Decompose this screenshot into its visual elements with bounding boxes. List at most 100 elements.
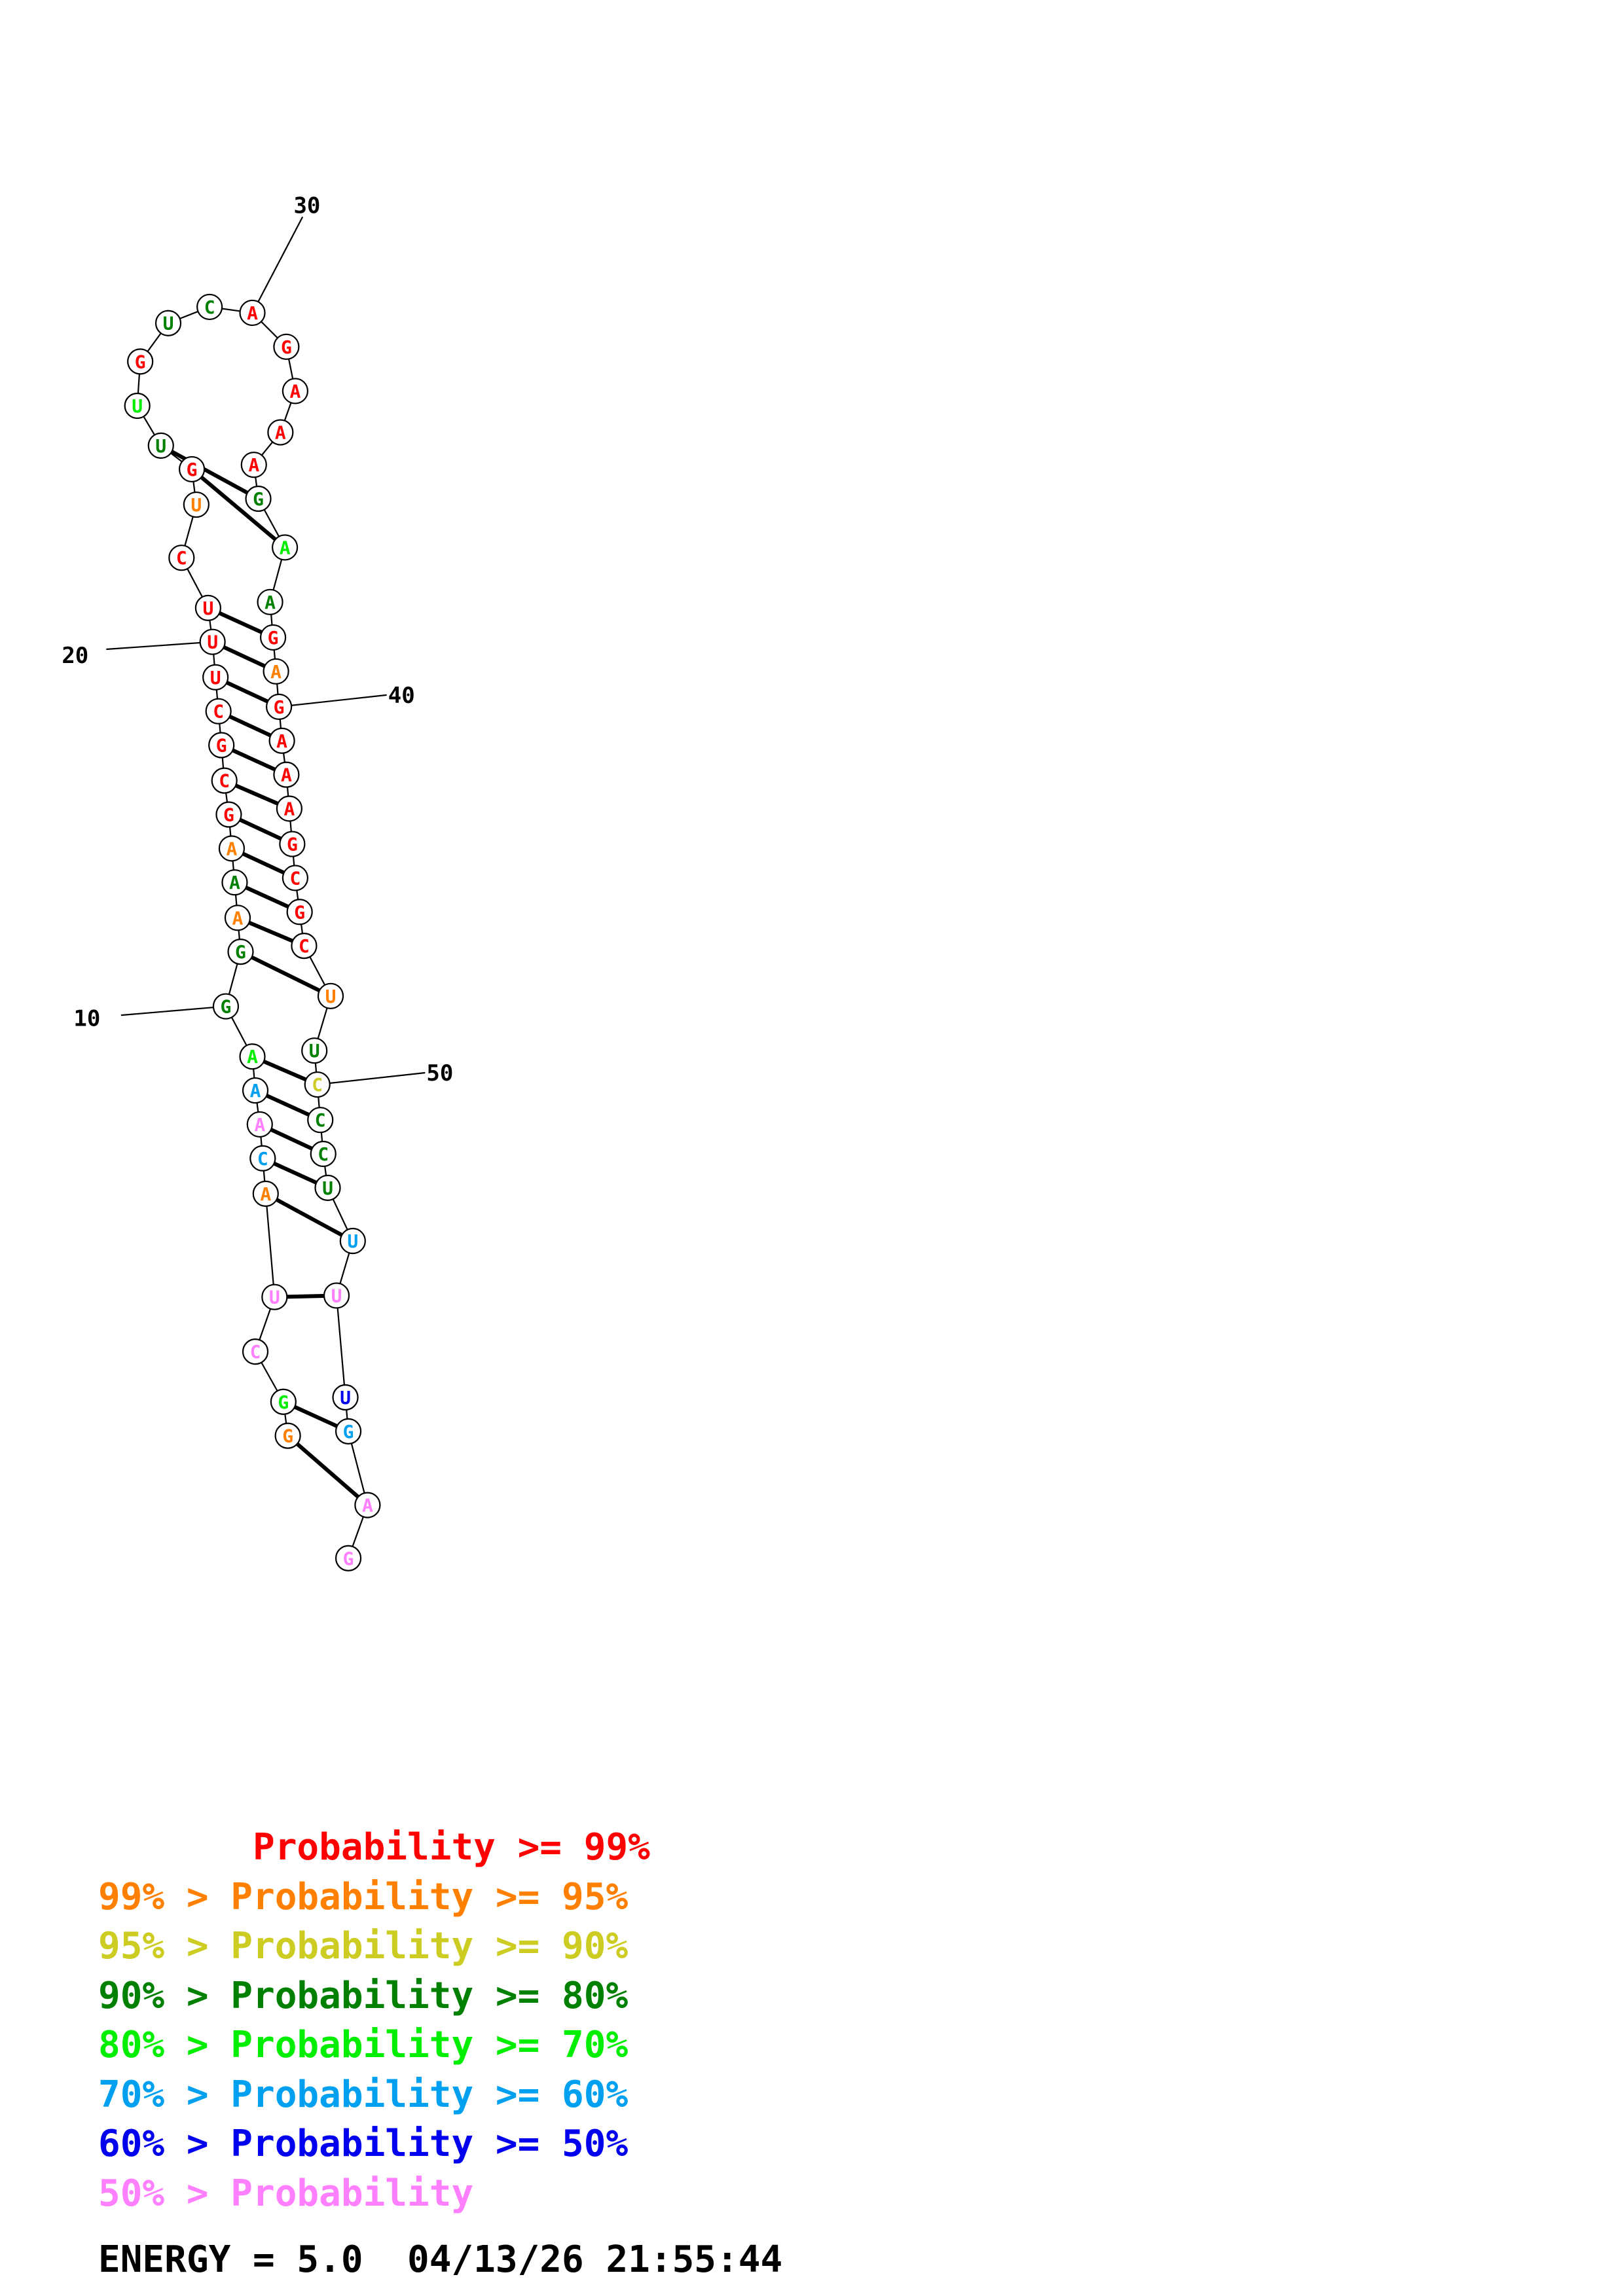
nucleotide: U: [194, 594, 221, 621]
nucleotide-base: G: [223, 804, 234, 825]
nucleotide-base: C: [213, 701, 224, 723]
nucleotide-circle: [267, 419, 294, 446]
nucleotide: C: [242, 1338, 269, 1365]
legend-row: Probability >= 99%: [98, 1826, 650, 1869]
nucleotide-circle: [266, 693, 293, 721]
nucleotide: C: [304, 1071, 331, 1098]
nucleotide-circle: [273, 333, 300, 360]
nucleotide: G: [279, 831, 306, 857]
nucleotide-circle: [339, 1227, 366, 1255]
nucleotide-circle: [314, 1174, 341, 1201]
nucleotide-base: G: [221, 996, 232, 1018]
nucleotide: C: [291, 933, 318, 960]
nucleotide: U: [155, 310, 182, 336]
nucleotide: C: [249, 1145, 276, 1172]
nucleotide: A: [242, 1077, 269, 1104]
base-pair-line: [191, 467, 287, 549]
nucleotide-circle: [272, 534, 299, 561]
nucleotide: A: [221, 869, 248, 896]
nucleotide: G: [266, 693, 293, 721]
nucleotide-base: G: [274, 696, 285, 718]
nucleotide-base: U: [347, 1230, 358, 1252]
nucleotide-circle: [205, 698, 232, 725]
nucleotide-circle: [307, 1107, 334, 1134]
nucleotide-circle: [227, 939, 254, 965]
nucleotide-circle: [239, 299, 266, 327]
nucleotide-base: U: [269, 1287, 280, 1308]
nucleotide-circle: [155, 310, 182, 336]
nucleotide-base: A: [227, 838, 238, 859]
nucleotide: G: [127, 348, 154, 375]
nucleotide-base: A: [260, 1183, 271, 1205]
legend-row: 90% > Probability >= 80%: [98, 1974, 629, 2017]
nucleotide-base: A: [247, 1046, 258, 1067]
position-label: 10: [73, 1006, 100, 1032]
nucleotide: C: [282, 865, 308, 891]
position-tick: [278, 694, 387, 708]
nucleotide: U: [202, 664, 229, 691]
nucleotide-base: A: [270, 661, 282, 683]
nucleotide: A: [282, 378, 308, 404]
base-pair-line: [286, 1434, 369, 1507]
nucleotide: G: [273, 333, 300, 360]
nucleotide-circle: [274, 1422, 301, 1449]
nucleotide-base: G: [281, 336, 292, 358]
nucleotide: G: [245, 485, 272, 512]
nucleotide-base: U: [325, 986, 337, 1007]
nucleotide-base: A: [283, 798, 295, 819]
nucleotide-circle: [208, 732, 235, 759]
nucleotide-circle: [202, 664, 229, 691]
nucleotide-base: G: [287, 834, 298, 855]
nucleotide: U: [332, 1384, 359, 1411]
nucleotide-base: U: [309, 1040, 320, 1062]
nucleotide-circle: [249, 1145, 276, 1172]
base-pair-line: [264, 1192, 354, 1243]
nucleotide: U: [124, 392, 151, 420]
nucleotide-base: C: [289, 867, 301, 889]
nucleotide: A: [246, 1111, 273, 1138]
nucleotide-base: U: [132, 395, 143, 417]
nucleotide-circle: [332, 1384, 359, 1411]
nucleotide-base: U: [331, 1285, 342, 1306]
nucleotide-base: C: [204, 296, 215, 318]
position-labels: 10 20 30 40 50: [62, 192, 453, 1086]
position-label: 50: [426, 1060, 453, 1086]
energy-line: ENERGY = 5.0 04/13/26 21:55:44: [98, 2238, 783, 2281]
nucleotide: C: [307, 1107, 334, 1134]
nucleotide: G: [259, 624, 287, 651]
nucleotide: G: [274, 1422, 301, 1449]
nucleotide-base: C: [312, 1074, 323, 1096]
nucleotide-base: U: [322, 1177, 333, 1199]
nucleotide-base: G: [282, 1426, 293, 1447]
nucleotide: G: [178, 456, 206, 483]
nucleotide-circle: [335, 1545, 362, 1571]
nucleotide-base: G: [253, 488, 264, 510]
nucleotide-circle: [317, 982, 344, 1009]
nucleotide: A: [263, 658, 289, 685]
nucleotide-circle: [263, 658, 289, 685]
nucleotide-circle: [221, 869, 248, 896]
nucleotide: G: [335, 1545, 362, 1571]
nucleotide-base: A: [275, 422, 286, 444]
nucleotide: A: [273, 761, 300, 788]
nucleotide-base: A: [250, 1080, 261, 1102]
nucleotide-base: C: [257, 1148, 268, 1170]
legend-row: 50% > Probability: [98, 2172, 474, 2215]
nucleotide: G: [286, 899, 313, 925]
nucleotide-circle: [194, 594, 221, 621]
nucleotide-circle: [259, 624, 287, 651]
nucleotide: U: [314, 1174, 341, 1201]
nucleotide: C: [205, 698, 232, 725]
nucleotide-base: G: [278, 1391, 289, 1413]
nucleotide-base: G: [343, 1548, 354, 1570]
nucleotide-circle: [199, 628, 226, 655]
nucleotide-circle: [124, 392, 151, 420]
nucleotide-base: A: [362, 1495, 373, 1516]
nucleotide-circle: [335, 1418, 362, 1444]
nucleotide-circle: [273, 761, 300, 788]
nucleotide-base: G: [187, 459, 198, 480]
nucleotide: U: [301, 1037, 328, 1064]
nucleotide: A: [239, 299, 266, 327]
nucleotide-circle: [257, 588, 283, 615]
nucleotide-circle: [282, 378, 308, 404]
